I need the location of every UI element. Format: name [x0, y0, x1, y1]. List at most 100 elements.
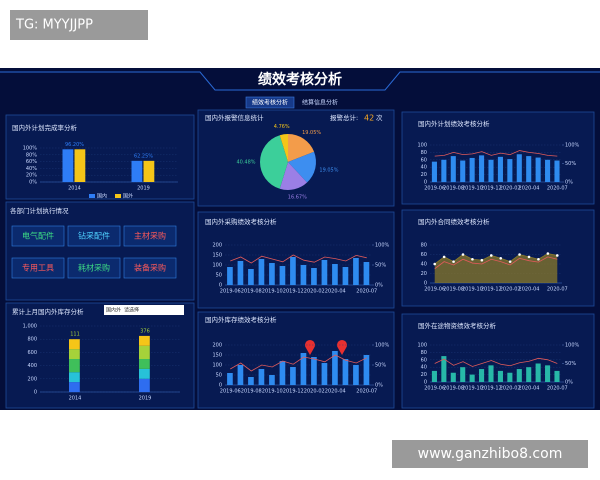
button[interactable] — [67, 225, 121, 247]
value-label: 62.25% — [134, 153, 153, 159]
y2-tick-label: 50% — [375, 363, 386, 369]
bar — [321, 260, 328, 285]
y-tick-label: 20% — [26, 173, 37, 179]
bar — [479, 155, 485, 182]
bar — [290, 367, 296, 385]
total-unit: 次 — [376, 113, 383, 122]
x-tick-label: 2020-02 — [304, 289, 325, 295]
x-tick-label: 2020-04 — [325, 289, 346, 295]
y-tick-label: 40% — [26, 166, 37, 172]
bar — [269, 263, 275, 285]
select-placeholder[interactable]: 请选择 — [124, 307, 139, 314]
x-tick-label: 2020-07 — [547, 186, 568, 192]
tab-active[interactable] — [245, 96, 295, 109]
bar — [441, 356, 447, 382]
pie-slice — [279, 162, 308, 191]
point — [508, 260, 512, 263]
button[interactable] — [11, 225, 65, 247]
y2-tick-label: 0% — [375, 283, 383, 289]
x-tick-label: 2019-12 — [283, 289, 304, 295]
line — [230, 354, 367, 372]
select-label[interactable]: 国内外 — [106, 307, 121, 314]
pie-slice — [259, 135, 288, 189]
button-label[interactable]: 主材采购 — [134, 231, 166, 241]
y-tick-label: 0 — [219, 283, 222, 289]
bar — [488, 159, 494, 182]
y-tick-label: 0 — [424, 180, 427, 186]
x-tick-label: 2019-10 — [262, 389, 283, 395]
line — [230, 254, 367, 264]
button-label[interactable]: 装备采购 — [134, 263, 166, 273]
panel-title: 国内外计划绩效考核分析 — [418, 119, 490, 128]
panel-title: 累计上月国内外库存分析 — [12, 307, 84, 316]
slice-label: 4.76% — [274, 124, 290, 130]
alert-pins — [305, 340, 347, 355]
x-tick-label: 2020-04 — [519, 186, 540, 192]
bar — [131, 160, 143, 182]
bar — [507, 159, 513, 182]
x-tick-label: 2014 — [68, 186, 81, 192]
y-tick-label: 200 — [212, 343, 222, 349]
x-tick-label: 2019-06 — [424, 186, 445, 192]
bar — [227, 373, 233, 385]
x-tick-label: 2020-07 — [356, 289, 377, 295]
bar — [431, 161, 437, 182]
slice-label: 16.67% — [288, 195, 307, 201]
bar — [450, 156, 456, 182]
button[interactable] — [67, 257, 121, 279]
line — [434, 253, 558, 265]
annotation: 376 — [140, 328, 150, 334]
panel — [401, 313, 595, 409]
slice-label: 19.05% — [302, 130, 321, 136]
slice-label: 19.05% — [319, 168, 338, 174]
button-label[interactable]: 专用工具 — [22, 263, 54, 273]
bar — [139, 335, 150, 346]
bar — [321, 363, 328, 385]
bar — [69, 382, 80, 392]
button[interactable] — [11, 257, 65, 279]
bar — [69, 349, 80, 359]
button-label[interactable]: 电气配件 — [22, 231, 54, 241]
x-tick-label: 2020-07 — [547, 386, 568, 392]
y2-tick-label: 100% — [565, 343, 580, 349]
tab[interactable]: 绩效考核分析 — [252, 99, 288, 107]
x-tick-label: 2019-08 — [241, 389, 262, 395]
bar — [227, 267, 233, 285]
button[interactable] — [123, 257, 177, 279]
bar — [431, 370, 437, 382]
y-tick-label: 200 — [27, 376, 37, 382]
panel-title: 国内外采购绩效考核分析 — [205, 217, 277, 226]
button[interactable] — [123, 225, 177, 247]
button-label[interactable]: 钻采配件 — [78, 231, 110, 241]
bar — [353, 365, 359, 385]
select[interactable] — [104, 305, 184, 315]
bar — [516, 154, 522, 182]
x-tick-label: 2020-02 — [500, 186, 521, 192]
bar — [497, 370, 503, 382]
tab[interactable]: 结算信息分析 — [302, 99, 338, 107]
bar — [237, 261, 244, 285]
button-label[interactable]: 耗材采购 — [78, 263, 110, 273]
panel-title: 国外在途物资绩效考核分析 — [418, 321, 497, 330]
bar — [554, 160, 560, 182]
y-tick-label: 40 — [421, 262, 427, 268]
y-tick-label: 200 — [212, 243, 222, 249]
y2-tick-label: 100% — [565, 143, 580, 149]
bar — [69, 372, 80, 383]
bar — [342, 359, 349, 385]
x-tick-label: 2019-08 — [443, 386, 464, 392]
bar — [469, 157, 475, 182]
y-tick-label: 60% — [26, 159, 37, 165]
y-tick-label: 80 — [421, 350, 427, 356]
x-tick-label: 2020-04 — [519, 386, 540, 392]
bar — [248, 269, 254, 285]
bar — [279, 361, 286, 385]
bar — [143, 160, 155, 182]
x-tick-label: 2020-02 — [500, 287, 521, 293]
x-tick-label: 2020-07 — [356, 389, 377, 395]
y-tick-label: 40 — [421, 365, 427, 371]
x-tick-label: 2019-12 — [283, 389, 304, 395]
x-tick-label: 2019-10 — [462, 287, 483, 293]
panels — [5, 109, 595, 409]
